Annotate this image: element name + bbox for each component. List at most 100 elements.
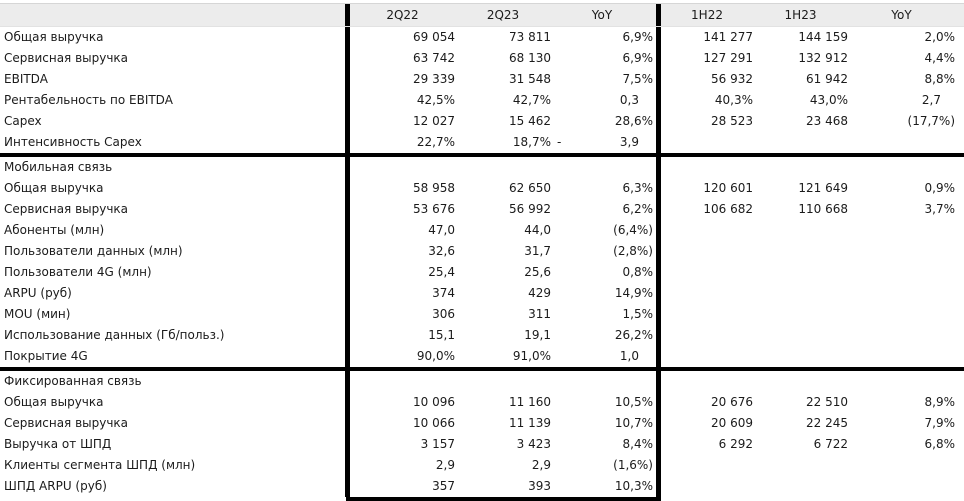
vertical-rule [656, 90, 661, 111]
cell-2q22: 47,0 [428, 223, 455, 237]
row-label: Пользователи данных (млн) [4, 244, 183, 258]
cell-2q23: 18,7% [512, 135, 551, 149]
vertical-rule [656, 392, 661, 413]
cell-yoy-half [848, 455, 964, 476]
vertical-rule [656, 111, 661, 132]
table-row: Общая выручка 10 096 11 160 10,5% 20 676 22 5… [0, 392, 964, 413]
cell-yoy-quarter: 8,4% [622, 437, 654, 451]
table-row: Выручка от ШПД 3 157 3 423 8,4% 6 292 6 722 6,… [0, 434, 964, 455]
vertical-rule-middle [656, 4, 661, 26]
cell-2q23: 429 [528, 286, 551, 300]
cell-2q22: 63 742 [413, 51, 455, 65]
table-row: ШПД ARPU (руб) 357 393 10,3% [0, 476, 964, 497]
col-header-yoy-half: YoY [891, 8, 912, 22]
cell-1h22: 56 932 [711, 72, 753, 86]
cell-yoy-quarter [551, 371, 656, 392]
vertical-rule [345, 241, 350, 262]
minus-sign: - [557, 135, 562, 149]
cell-2q22: 90,0% [416, 349, 455, 363]
vertical-rule [345, 392, 350, 413]
cell-1h22: 127 291 [703, 51, 753, 65]
table-row: Общая выручка 69 054 73 811 6,9% 141 277 144 … [0, 27, 964, 48]
cell-yoy-quarter: 0,3 [619, 93, 639, 107]
cell-2q23: 393 [528, 479, 551, 493]
cell-yoy-half [848, 220, 964, 241]
vertical-rule [345, 371, 350, 392]
vertical-rule [656, 157, 661, 178]
cell-yoy-half [848, 132, 964, 153]
vertical-rule [345, 199, 350, 220]
cell-1h23: 22 245 [806, 416, 848, 430]
table-row: Использование данных (Гб/польз.) 15,1 19,1… [0, 325, 964, 346]
cell-1h23 [753, 283, 848, 304]
cell-1h22: 141 277 [703, 30, 753, 44]
cell-1h23: 144 159 [798, 30, 848, 44]
vertical-rule [345, 434, 350, 455]
cell-yoy-half: 6,8% [924, 437, 956, 451]
table-row: EBITDA 29 339 31 548 7,5% 56 932 61 942 8,8% [0, 69, 964, 90]
vertical-rule [656, 199, 661, 220]
vertical-rule [656, 178, 661, 199]
vertical-rule [656, 325, 661, 346]
cell-1h22 [661, 283, 753, 304]
cell-value: 3,9 [619, 135, 639, 149]
cell-1h22: 6 292 [718, 437, 753, 451]
table-row: Покрытие 4G 90,0% 91,0% 1,0 [0, 346, 964, 367]
cell-2q23: 15 462 [509, 114, 551, 128]
cell-2q23: 31 548 [509, 72, 551, 86]
cell-1h22: 120 601 [703, 181, 753, 195]
cell-2q22: 69 054 [413, 30, 455, 44]
cell-yoy-quarter: 6,2% [622, 202, 654, 216]
cell-2q23 [455, 371, 551, 392]
cell-2q23: 44,0 [524, 223, 551, 237]
cell-yoy-quarter: (1,6%) [613, 458, 653, 472]
table-row: ARPU (руб) 374 429 14,9% [0, 283, 964, 304]
cell-1h22: 20 609 [711, 416, 753, 430]
cell-2q23: 19,1 [524, 328, 551, 342]
table-row: Общая выручка 58 958 62 650 6,3% 120 601 121 … [0, 178, 964, 199]
cell-yoy-quarter: 28,6% [614, 114, 653, 128]
cell-2q22 [350, 157, 455, 178]
cell-2q22: 10 096 [413, 395, 455, 409]
cell-yoy-quarter: 0,8% [622, 265, 654, 279]
cell-yoy-half [848, 346, 964, 367]
cell-1h23: 6 722 [813, 437, 848, 451]
row-label: Сервисная выручка [4, 51, 129, 65]
cell-1h23: 121 649 [798, 181, 848, 195]
cell-2q23 [455, 157, 551, 178]
table-row: Рентабельность по EBITDA 42,5% 42,7% 0,3 40,… [0, 90, 964, 111]
cell-2q23: 56 992 [509, 202, 551, 216]
cell-2q23: 25,6 [524, 265, 551, 279]
cell-yoy-half [848, 283, 964, 304]
header-label-spacer [0, 4, 345, 26]
cell-2q23: 11 160 [509, 395, 551, 409]
cell-yoy-half [848, 157, 964, 178]
cell-1h23 [753, 476, 848, 497]
section-header-row: Фиксированная связь [0, 371, 964, 392]
cell-2q22: 3 157 [420, 437, 455, 451]
cell-1h22 [661, 346, 753, 367]
row-label: EBITDA [4, 72, 48, 86]
table-row: Сервисная выручка 53 676 56 992 6,2% 106 682… [0, 199, 964, 220]
col-header-1h22: 1H22 [691, 8, 723, 22]
cell-1h22: 20 676 [711, 395, 753, 409]
row-label: MOU (мин) [4, 307, 71, 321]
row-label: Общая выручка [4, 181, 104, 195]
vertical-rule [656, 48, 661, 69]
vertical-rule [345, 90, 350, 111]
vertical-rule [345, 132, 350, 153]
cell-yoy-half: 0,9% [924, 181, 956, 195]
vertical-rule [345, 178, 350, 199]
cell-yoy-half: 3,7% [924, 202, 956, 216]
row-label: Пользователи 4G (млн) [4, 265, 152, 279]
vertical-rule [656, 346, 661, 367]
row-label: ШПД ARPU (руб) [4, 479, 107, 493]
cell-yoy-half [848, 241, 964, 262]
cell-2q23: 2,9 [531, 458, 551, 472]
row-label: Использование данных (Гб/польз.) [4, 328, 225, 342]
cell-1h22 [661, 325, 753, 346]
vertical-rule [656, 262, 661, 283]
cell-1h23: 23 468 [806, 114, 848, 128]
col-header-yoy-quarter: YoY [591, 8, 613, 22]
cell-1h22: 106 682 [703, 202, 753, 216]
